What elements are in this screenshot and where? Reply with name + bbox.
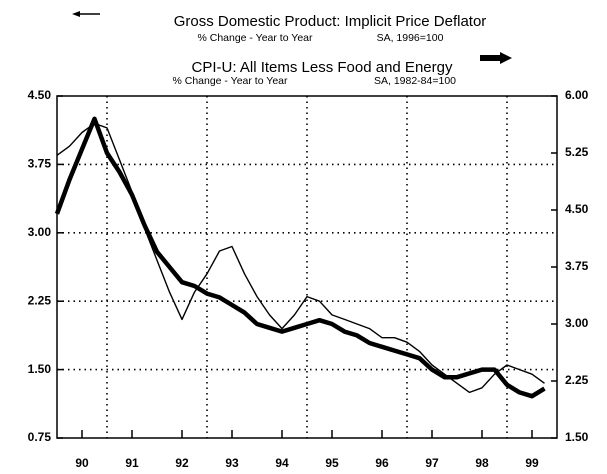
y-tick-label: 2.25 [28, 293, 52, 307]
y2-tick-label: 1.50 [565, 430, 589, 444]
x-tick-label: 90 [75, 456, 89, 470]
y2-tick-label: 4.50 [565, 202, 589, 216]
series-line [54, 116, 546, 399]
y2-tick-label: 2.25 [565, 373, 589, 387]
y2-tick-label: 6.00 [565, 88, 589, 102]
y-tick-label: 3.00 [28, 225, 52, 239]
chart-subtitle: % Change - Year to Year [197, 32, 313, 44]
chart-note-2: SA, 1982-84=100 [374, 75, 456, 87]
x-tick-label: 96 [375, 456, 389, 470]
x-tick-label: 94 [275, 456, 289, 470]
x-tick-label: 99 [525, 456, 539, 470]
chart-subtitle-2: % Change - Year to Year [172, 75, 288, 87]
x-tick-label: 98 [475, 456, 489, 470]
chart-note: SA, 1996=100 [377, 32, 444, 44]
series-line [56, 122, 545, 394]
x-tick-label: 92 [175, 456, 189, 470]
y-tick-label: 0.75 [28, 430, 52, 444]
chart-title-2: CPI-U: All Items Less Food and Energy [192, 59, 453, 76]
y2-tick-label: 3.75 [565, 259, 589, 273]
y2-tick-label: 5.25 [565, 145, 589, 159]
x-tick-label: 93 [225, 456, 239, 470]
right-arrow [480, 52, 512, 64]
left-arrow [72, 11, 100, 17]
y-tick-label: 1.50 [28, 362, 52, 376]
y-tick-label: 4.50 [28, 88, 52, 102]
y2-tick-label: 3.00 [565, 316, 589, 330]
y-tick-label: 3.75 [28, 157, 52, 171]
x-tick-label: 91 [125, 456, 139, 470]
chart-title: Gross Domestic Product: Implicit Price D… [174, 13, 487, 30]
x-tick-label: 95 [325, 456, 339, 470]
x-tick-label: 97 [425, 456, 439, 470]
